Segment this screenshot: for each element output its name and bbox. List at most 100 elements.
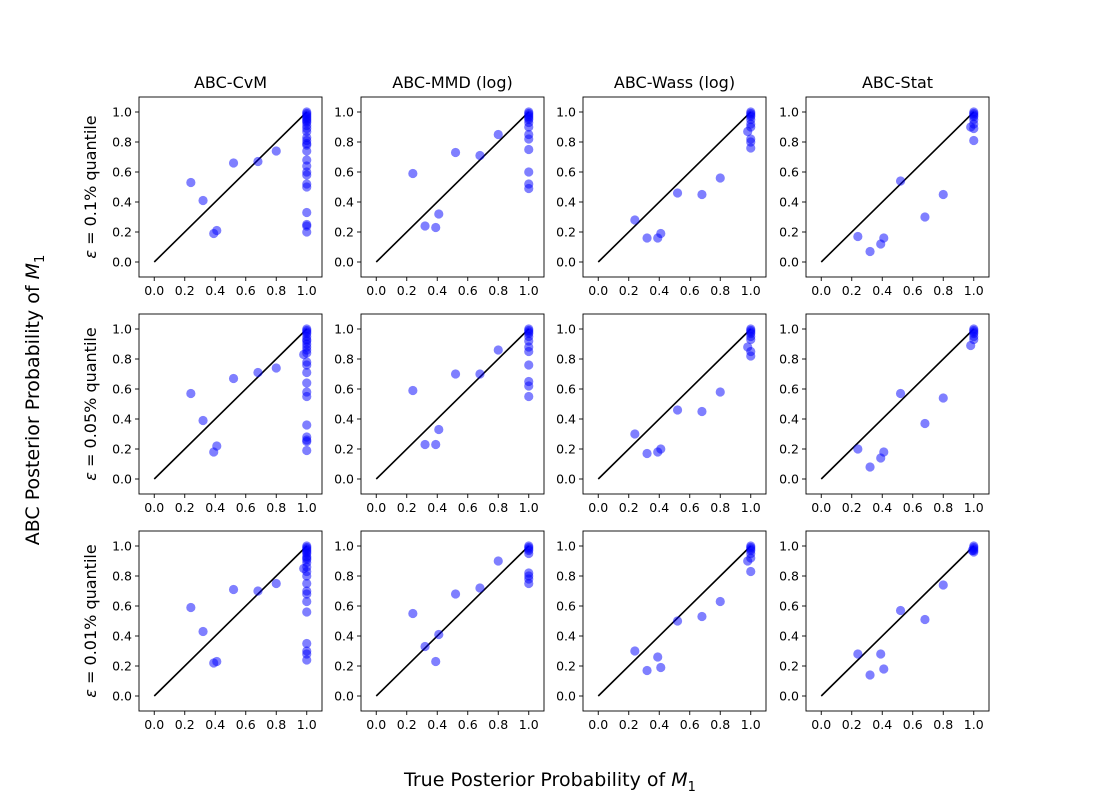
data-point xyxy=(853,649,863,659)
x-tick-label: 1.0 xyxy=(964,717,984,732)
data-point xyxy=(212,441,222,451)
data-point xyxy=(524,113,534,123)
data-point xyxy=(431,656,441,667)
y-tick-label: 1.0 xyxy=(556,322,576,337)
x-tick-label: 0.8 xyxy=(710,717,730,732)
data-point xyxy=(653,652,663,662)
y-tick-label: 0.8 xyxy=(334,352,354,367)
y-tick-label: 0.2 xyxy=(334,442,354,457)
data-point xyxy=(302,170,312,180)
y-tick-label: 0.4 xyxy=(779,195,799,210)
data-point xyxy=(920,212,930,222)
data-point xyxy=(865,462,875,472)
x-tick-label: 0.4 xyxy=(872,500,892,515)
row-label: ε = 0.01% quantile xyxy=(81,544,100,697)
row-label-text: = 0.01% quantile xyxy=(81,544,100,689)
data-point xyxy=(715,387,725,397)
x-tick-label: 0.2 xyxy=(397,283,417,298)
x-tick-label: 0.4 xyxy=(649,500,669,515)
data-point xyxy=(672,616,683,626)
data-point xyxy=(302,655,312,665)
data-point xyxy=(253,367,263,378)
panel-grid: 0.0 0.0 0.2 0.2 0.4 0.4 0.6 0.6 0.8 0.8 1.0 1.0 0.0 0… xyxy=(112,96,990,732)
x-tick-label: 1.0 xyxy=(964,283,984,298)
data-point xyxy=(302,589,312,599)
x-tick-label: 0.8 xyxy=(933,283,953,298)
data-point xyxy=(938,393,948,403)
data-point xyxy=(656,228,666,239)
data-point xyxy=(408,168,418,179)
y-tick-label: 0.2 xyxy=(334,225,354,240)
y-tick-label: 0.6 xyxy=(112,599,132,614)
x-tick-label: 0.6 xyxy=(903,717,923,732)
x-tick-label: 1.0 xyxy=(741,283,761,298)
x-tick-label: 0.0 xyxy=(366,500,386,515)
data-point xyxy=(302,116,312,126)
column-title: ABC-MMD (log) xyxy=(392,73,512,92)
x-tick-label: 0.4 xyxy=(205,283,225,298)
y-tick-label: 0.8 xyxy=(779,135,799,150)
x-tick-label: 0.2 xyxy=(842,500,862,515)
x-tick-label: 0.8 xyxy=(266,283,286,298)
data-point xyxy=(493,345,503,355)
y-tick-label: 1.0 xyxy=(334,322,354,337)
x-tick-label: 0.2 xyxy=(842,283,862,298)
data-point xyxy=(524,578,534,589)
panel-r2-c0: 0.0 0.0 0.2 0.2 0.4 0.4 0.6 0.6 0.8 0.8 1.0 1.0 xyxy=(112,530,323,732)
x-tick-label: 0.8 xyxy=(266,717,286,732)
y-tick-label: 0.4 xyxy=(779,412,799,427)
x-tick-label: 0.4 xyxy=(649,283,669,298)
data-point xyxy=(302,436,312,447)
y-tick-label: 0.0 xyxy=(779,689,799,704)
data-point xyxy=(302,596,312,607)
identity-line xyxy=(820,545,975,697)
y-tick-label: 1.0 xyxy=(334,105,354,120)
y-tick-label: 1.0 xyxy=(556,539,576,554)
data-point xyxy=(524,122,534,132)
x-tick-label: 0.4 xyxy=(872,283,892,298)
x-tick-label: 0.6 xyxy=(458,500,478,515)
data-point xyxy=(302,182,312,192)
axes-frame xyxy=(582,96,767,278)
y-tick-label: 1.0 xyxy=(779,105,799,120)
epsilon-symbol: ε xyxy=(81,472,100,481)
y-tick-label: 1.0 xyxy=(112,539,132,554)
x-tick-label: 0.2 xyxy=(175,500,195,515)
data-point xyxy=(967,545,977,556)
x-tick-label: 0.8 xyxy=(710,283,730,298)
data-point xyxy=(524,391,534,402)
y-tick-label: 0.2 xyxy=(779,442,799,457)
x-tick-label: 0.4 xyxy=(872,717,892,732)
y-tick-label: 0.4 xyxy=(112,412,132,427)
panel-r1-c0: 0.0 0.0 0.2 0.2 0.4 0.4 0.6 0.6 0.8 0.8 1.0 1.0 xyxy=(112,313,323,515)
data-point xyxy=(524,144,534,155)
y-tick-label: 0.0 xyxy=(779,472,799,487)
y-tick-label: 0.8 xyxy=(556,569,576,584)
y-tick-label: 1.0 xyxy=(779,322,799,337)
y-tick-label: 0.2 xyxy=(556,225,576,240)
x-tick-label: 0.0 xyxy=(811,283,831,298)
axes-frame xyxy=(805,530,990,712)
data-point xyxy=(271,146,281,156)
x-tick-label: 0.6 xyxy=(236,717,256,732)
data-point xyxy=(853,444,863,454)
data-point xyxy=(743,342,753,352)
data-point xyxy=(879,664,889,674)
identity-line xyxy=(597,111,752,263)
axes-frame xyxy=(360,530,545,712)
row-label: ε = 0.05% quantile xyxy=(81,327,100,480)
data-point xyxy=(672,188,683,198)
axes-frame xyxy=(138,530,323,712)
data-point xyxy=(302,607,312,617)
x-tick-label: 1.0 xyxy=(519,717,539,732)
y-tick-label: 1.0 xyxy=(779,539,799,554)
data-point xyxy=(302,378,312,388)
axes-frame xyxy=(582,313,767,495)
x-tick-label: 1.0 xyxy=(297,283,317,298)
y-tick-label: 0.6 xyxy=(779,382,799,397)
x-tick-label: 0.0 xyxy=(811,500,831,515)
data-point xyxy=(524,548,534,559)
data-point xyxy=(253,586,263,596)
axes-frame xyxy=(805,313,990,495)
panel-r2-c3: 0.0 0.0 0.2 0.2 0.4 0.4 0.6 0.6 0.8 0.8 1.0 1.0 xyxy=(779,530,990,732)
